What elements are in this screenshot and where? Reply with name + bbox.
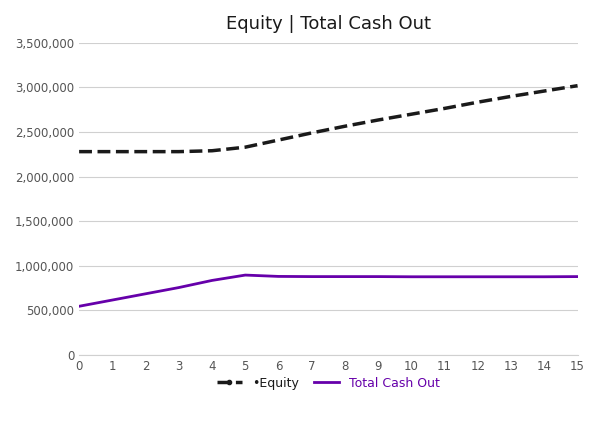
- Legend: •Equity, Total Cash Out: •Equity, Total Cash Out: [212, 372, 445, 396]
- Title: Equity | Total Cash Out: Equity | Total Cash Out: [226, 15, 431, 33]
